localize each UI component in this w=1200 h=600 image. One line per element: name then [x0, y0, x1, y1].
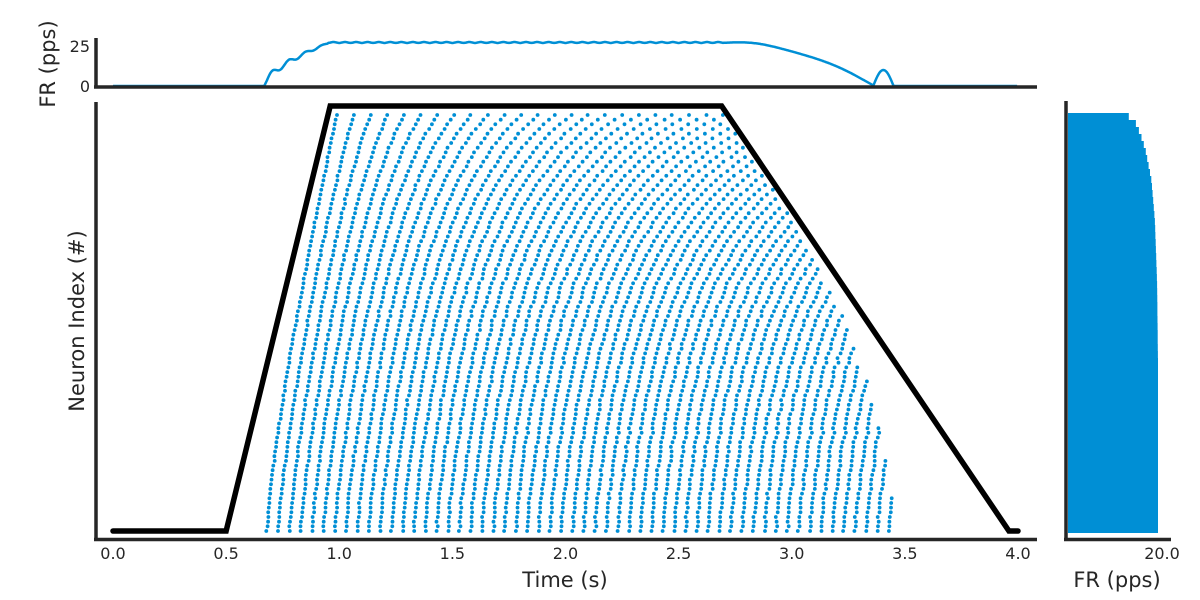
main-xtick-2.5: 2.5 — [666, 544, 691, 563]
main-xtick-1.0: 1.0 — [327, 544, 352, 563]
top-ytick-0: 0 — [80, 77, 90, 96]
top-rate-panel: 25 0 FR (pps) — [36, 20, 1037, 108]
main-xtick-labels: 0.0 0.5 1.0 1.5 2.0 2.5 3.0 3.5 4.0 — [100, 544, 1030, 563]
main-xtick-4.0: 4.0 — [1005, 544, 1030, 563]
main-xlabel: Time (s) — [521, 568, 607, 592]
spike-raster — [264, 113, 894, 533]
main-xtick-3.0: 3.0 — [779, 544, 804, 563]
hist-xtick-20: 20.0 — [1144, 544, 1180, 563]
main-xtick-0.5: 0.5 — [213, 544, 238, 563]
rate-histogram-bars — [1068, 113, 1158, 533]
population-rate-line — [112, 40, 1018, 88]
hist-xlabel: FR (pps) — [1073, 568, 1160, 592]
raster-panel: 0.0 0.5 1.0 1.5 2.0 2.5 3.0 3.5 4.0 Time (s) Neu… — [65, 102, 1037, 592]
top-ylabel: FR (pps) — [36, 20, 60, 107]
top-ytick-25: 25 — [70, 37, 90, 56]
main-xtick-3.5: 3.5 — [892, 544, 917, 563]
main-ylabel: Neuron Index (#) — [65, 230, 89, 411]
rate-histogram-panel: 20.0 FR (pps) — [1064, 101, 1180, 592]
main-xtick-2.0: 2.0 — [553, 544, 578, 563]
main-xtick-1.5: 1.5 — [440, 544, 465, 563]
command-trapezoid-line — [110, 103, 1021, 534]
main-xtick-0.0: 0.0 — [100, 544, 125, 563]
